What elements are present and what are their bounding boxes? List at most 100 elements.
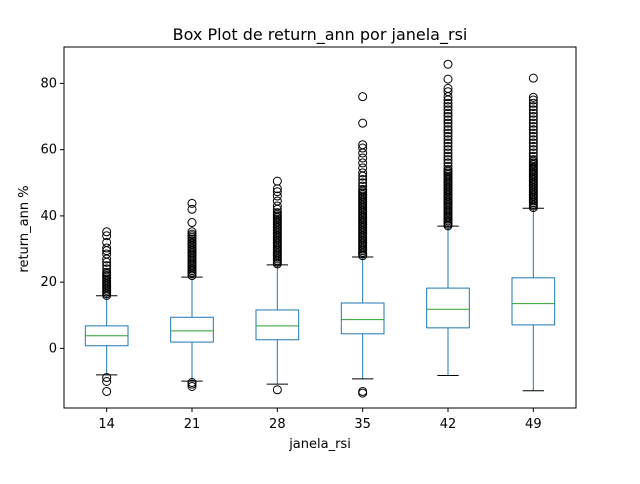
outlier-point — [187, 229, 197, 239]
outlier-point — [102, 243, 112, 253]
outlier-point — [102, 373, 112, 383]
outlier-point — [358, 178, 368, 188]
box-group-28 — [255, 176, 300, 395]
outlier-point — [272, 385, 282, 395]
outlier-point — [443, 155, 453, 165]
outlier-point — [443, 112, 453, 122]
outlier-point — [102, 264, 112, 274]
outlier-point — [443, 98, 453, 108]
x-tick-label: 14 — [98, 417, 115, 432]
outlier-point — [528, 148, 538, 158]
outlier-point — [443, 131, 453, 141]
outlier-point — [528, 112, 538, 122]
outlier-point — [443, 148, 453, 158]
outlier-point — [187, 198, 197, 208]
axes-frame — [63, 46, 577, 409]
outlier-point — [102, 267, 112, 277]
outlier-point — [358, 163, 368, 173]
outlier-point — [102, 249, 112, 259]
outlier-point — [443, 141, 453, 151]
plot-area: 0 20 40 60 80 14 21 28 35 42 49 — [40, 59, 556, 432]
iqr-box — [340, 302, 385, 335]
outlier-point — [528, 131, 538, 141]
outlier-point — [443, 118, 453, 128]
outlier-point — [102, 261, 112, 271]
x-tick-label: 21 — [184, 417, 201, 432]
outlier-point — [272, 187, 282, 197]
outlier-point — [528, 95, 538, 105]
outlier-point — [358, 140, 368, 150]
outlier-point — [528, 128, 538, 138]
outlier-point — [528, 121, 538, 131]
outlier-point — [358, 158, 368, 168]
outlier-point — [528, 125, 538, 135]
outlier-point — [443, 83, 453, 93]
outlier-point — [443, 108, 453, 118]
y-tick-label: 40 — [40, 209, 57, 224]
outlier-point — [443, 145, 453, 155]
outlier-point — [443, 125, 453, 135]
outlier-point — [187, 227, 197, 237]
y-axis-label: return_ann % — [17, 185, 32, 272]
outlier-point — [443, 87, 453, 97]
outlier-point — [443, 158, 453, 168]
outlier-point — [443, 121, 453, 131]
iqr-box — [255, 309, 300, 341]
outlier-point — [358, 184, 368, 194]
x-tick-label: 42 — [440, 417, 457, 432]
iqr-box — [170, 316, 214, 343]
box-group-14 — [84, 227, 129, 396]
y-tick-label: 80 — [40, 76, 57, 91]
outlier-point — [102, 231, 112, 241]
outlier-point — [443, 115, 453, 125]
outlier-point — [443, 135, 453, 145]
outlier-point — [443, 161, 453, 171]
x-tick-label: 49 — [525, 417, 542, 432]
outlier-point — [443, 59, 453, 69]
outlier-point — [528, 73, 538, 83]
outlier-point — [358, 143, 368, 153]
outlier-point — [528, 108, 538, 118]
outlier-point — [358, 153, 368, 163]
box-group-21 — [170, 198, 214, 391]
outlier-point — [187, 381, 197, 391]
outlier-point — [528, 141, 538, 151]
outlier-point — [358, 118, 368, 128]
outlier-point — [528, 145, 538, 155]
outlier-point — [272, 201, 282, 211]
outlier-point — [443, 138, 453, 148]
x-axis-label: janela_rsi — [288, 437, 351, 452]
outlier-point — [443, 128, 453, 138]
outlier-point — [272, 191, 282, 201]
outlier-point — [358, 181, 368, 191]
outlier-point — [102, 237, 112, 247]
outlier-point — [187, 379, 197, 389]
outlier-point — [358, 388, 368, 398]
outlier-point — [443, 151, 453, 161]
outlier-point — [528, 105, 538, 115]
outlier-point — [272, 176, 282, 186]
outlier-point — [358, 92, 368, 102]
y-tick-label: 60 — [40, 143, 57, 158]
outlier-point — [528, 98, 538, 108]
x-tick-label: 35 — [354, 417, 371, 432]
y-tick-label: 20 — [40, 275, 57, 290]
outlier-point — [272, 196, 282, 206]
outlier-point — [528, 115, 538, 125]
outlier-point — [443, 165, 453, 175]
outlier-point — [187, 204, 197, 214]
outlier-point — [528, 102, 538, 112]
outlier-point — [528, 151, 538, 161]
box-group-42 — [426, 59, 470, 377]
outlier-point — [102, 377, 112, 387]
outlier-point — [187, 218, 197, 228]
x-tick-label: 28 — [269, 417, 286, 432]
outlier-point — [443, 102, 453, 112]
outlier-point — [528, 92, 538, 102]
iqr-box — [426, 287, 470, 329]
chart-title: Box Plot de return_ann por janela_rsi — [173, 25, 468, 45]
outlier-point — [272, 208, 282, 218]
outlier-point — [443, 74, 453, 84]
